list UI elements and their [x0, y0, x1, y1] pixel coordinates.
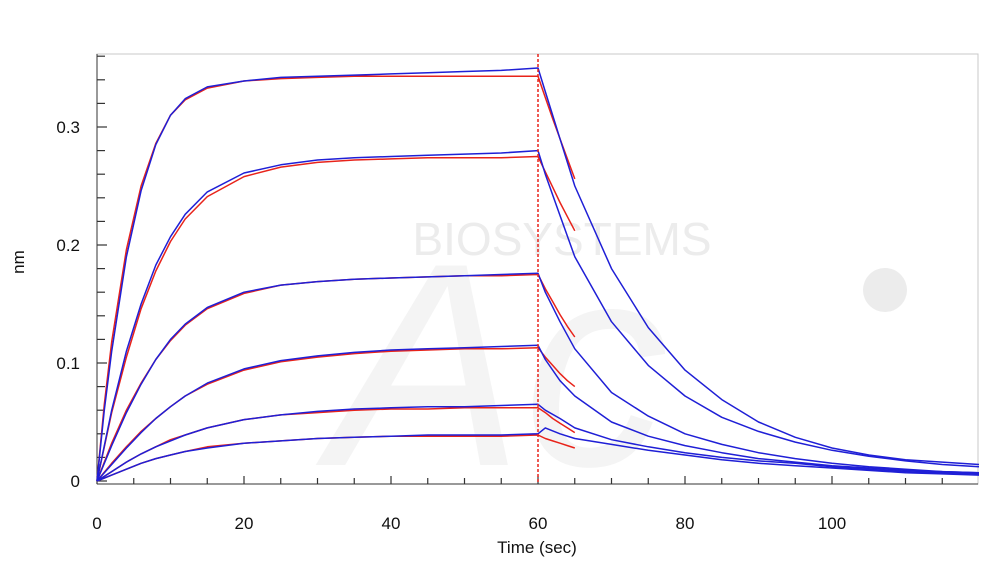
- measured-curve-2: [96, 149, 980, 482]
- x-tick-label: 0: [92, 514, 101, 533]
- tick-labels: 0 20 40 60 80 100 0 0.1 0.2 0.3: [56, 118, 846, 533]
- y-tick-label: 0: [71, 472, 80, 491]
- measured-curve-4: [96, 344, 980, 482]
- watermark: BIOSYSTEMS Ac: [312, 203, 907, 527]
- y-tick-label: 0.3: [56, 118, 80, 137]
- measured-curve-5: [96, 403, 980, 482]
- x-tick-label: 80: [676, 514, 695, 533]
- y-axis-label: nm: [9, 250, 28, 274]
- measured-curve-1: [96, 67, 980, 482]
- x-tick-label: 20: [235, 514, 254, 533]
- x-tick-label: 40: [382, 514, 401, 533]
- measured-lines: [96, 67, 980, 482]
- axes: [96, 54, 978, 485]
- fit-curve-2: [96, 155, 576, 482]
- fit-curve-1: [96, 75, 576, 482]
- y-tick-label: 0.2: [56, 236, 80, 255]
- y-tick-label: 0.1: [56, 354, 80, 373]
- x-tick-label: 100: [818, 514, 846, 533]
- watermark-dot: [863, 268, 907, 312]
- x-tick-label: 60: [529, 514, 548, 533]
- x-axis-label: Time (sec): [497, 538, 577, 557]
- measured-curve-6: [96, 427, 980, 482]
- watermark-logo: Ac: [312, 203, 669, 527]
- measured-curve-3: [96, 272, 980, 482]
